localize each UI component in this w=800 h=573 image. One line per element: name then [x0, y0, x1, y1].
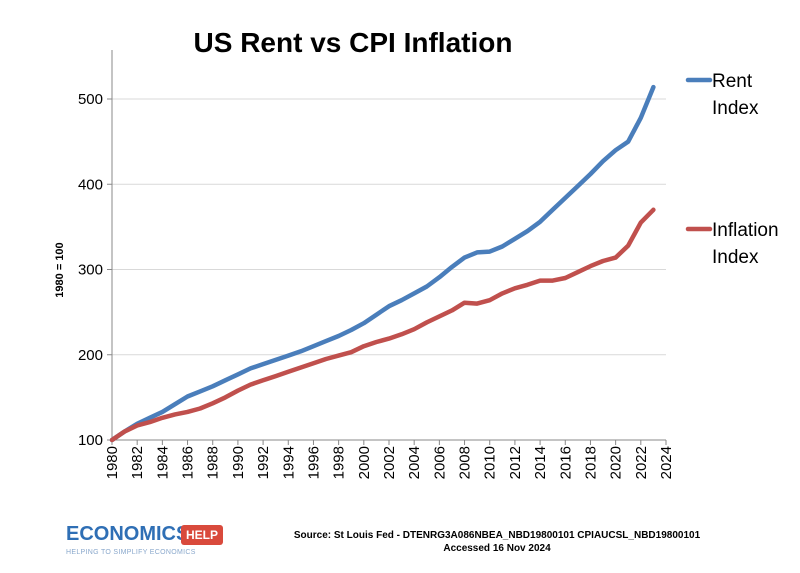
x-tick-label: 1996	[305, 446, 322, 479]
x-tick-label: 1980	[104, 446, 121, 479]
legend-label: Index	[712, 98, 759, 119]
x-tick-label: 2024	[658, 446, 675, 479]
x-tick-label: 2016	[557, 446, 574, 479]
logo-wordmark: ECONOMICS	[66, 523, 190, 545]
x-tick-label: 2010	[482, 446, 499, 479]
footer: ECONOMICS HELP HELPING TO SIMPLIFY ECONO…	[0, 515, 800, 573]
x-axis-ticks: 1980 1982 1984 1986 1988 1990 1992 1994 1996 1998…	[104, 440, 675, 479]
logo-help-badge: HELP	[181, 525, 224, 545]
x-tick-label: 1994	[280, 446, 297, 479]
x-tick-label: 1998	[331, 446, 348, 479]
axes	[111, 50, 666, 441]
series-lines	[109, 84, 656, 443]
legend-label: Index	[712, 247, 759, 268]
logo-tagline: HELPING TO SIMPLIFY ECONOMICS	[66, 549, 196, 556]
y-tick-label: 400	[78, 176, 103, 193]
y-tick-label: 500	[78, 91, 103, 108]
legend-label: Rent	[712, 71, 753, 92]
y-axis-label: 1980 = 100	[54, 242, 66, 297]
chart-title: US Rent vs CPI Inflation	[194, 27, 513, 58]
x-tick-label: 2000	[356, 446, 373, 479]
legend: Rent Index Inflation Index	[685, 71, 779, 268]
x-tick-label: 2020	[608, 446, 625, 479]
y-axis-ticks: 100 200 300 400 500	[78, 91, 112, 449]
x-tick-label: 2012	[507, 446, 524, 479]
source-line-1: Source: St Louis Fed - DTENRG3A086NBEA_N…	[293, 530, 701, 541]
x-tick-label: 1990	[230, 446, 247, 479]
x-tick-label: 2006	[431, 446, 448, 479]
y-tick-label: 200	[78, 347, 103, 364]
legend-item: Rent Index	[685, 71, 759, 119]
x-tick-label: 1992	[255, 446, 272, 479]
x-tick-label: 1986	[180, 446, 197, 479]
legend-label: Inflation	[712, 220, 779, 241]
x-tick-label: 2002	[381, 446, 398, 479]
x-tick-label: 2004	[406, 446, 423, 479]
x-tick-label: 1984	[154, 446, 171, 479]
gridlines	[112, 98, 666, 356]
chart: US Rent vs CPI Inflation 1980 = 100 100 2…	[54, 27, 779, 479]
x-tick-label: 2014	[532, 446, 549, 479]
series-line-inflation	[109, 207, 656, 443]
x-tick-label: 1982	[129, 446, 146, 479]
x-tick-label: 2018	[582, 446, 599, 479]
source-line-2: Accessed 16 Nov 2024	[443, 543, 551, 554]
economics-help-logo[interactable]: ECONOMICS HELP HELPING TO SIMPLIFY ECONO…	[66, 523, 226, 567]
y-tick-label: 100	[78, 432, 103, 449]
x-tick-label: 2008	[457, 446, 474, 479]
x-tick-label: 1988	[205, 446, 222, 479]
source-note: Source: St Louis Fed - DTENRG3A086NBEA_N…	[262, 529, 732, 555]
legend-item: Inflation Index	[685, 220, 779, 268]
y-tick-label: 300	[78, 262, 103, 279]
series-line-rent	[109, 84, 656, 443]
x-tick-label: 2022	[633, 446, 650, 479]
